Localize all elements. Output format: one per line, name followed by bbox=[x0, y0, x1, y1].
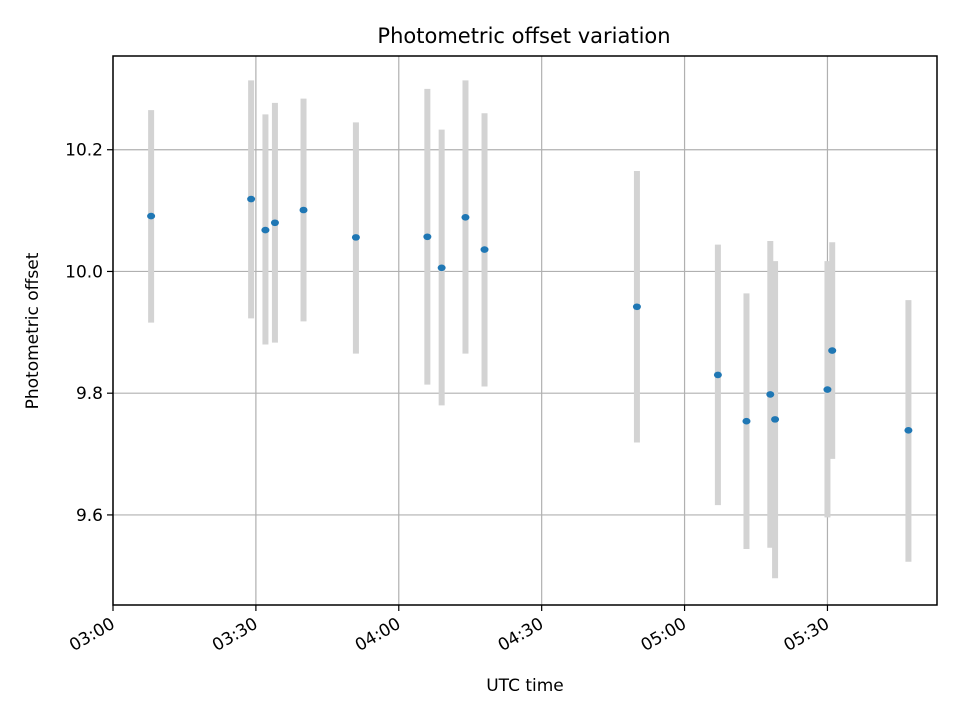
y-tick-label: 10.2 bbox=[65, 141, 103, 161]
data-point bbox=[713, 371, 722, 379]
y-tick-label: 10.0 bbox=[65, 262, 103, 282]
data-point bbox=[632, 303, 641, 311]
data-point bbox=[351, 234, 360, 241]
data-point bbox=[461, 213, 470, 221]
chart-title: Photometric offset variation bbox=[377, 24, 670, 48]
data-point bbox=[480, 246, 489, 253]
data-point bbox=[270, 219, 279, 227]
data-point bbox=[261, 226, 270, 234]
data-point bbox=[823, 386, 832, 393]
data-point bbox=[766, 391, 775, 398]
y-axis-label: Photometric offset bbox=[23, 252, 43, 409]
x-axis-label: UTC time bbox=[486, 676, 564, 696]
data-point bbox=[423, 233, 432, 241]
plot-frame bbox=[112, 55, 938, 606]
data-point bbox=[771, 416, 780, 423]
data-point bbox=[742, 417, 751, 425]
y-tick-label: 9.6 bbox=[76, 506, 103, 526]
data-point bbox=[247, 195, 256, 203]
data-point bbox=[437, 264, 446, 272]
y-tick-label: 9.8 bbox=[76, 384, 103, 404]
data-points bbox=[147, 195, 913, 434]
data-point bbox=[904, 427, 913, 434]
data-point bbox=[299, 206, 308, 214]
data-point bbox=[828, 347, 837, 354]
data-point bbox=[147, 212, 156, 220]
